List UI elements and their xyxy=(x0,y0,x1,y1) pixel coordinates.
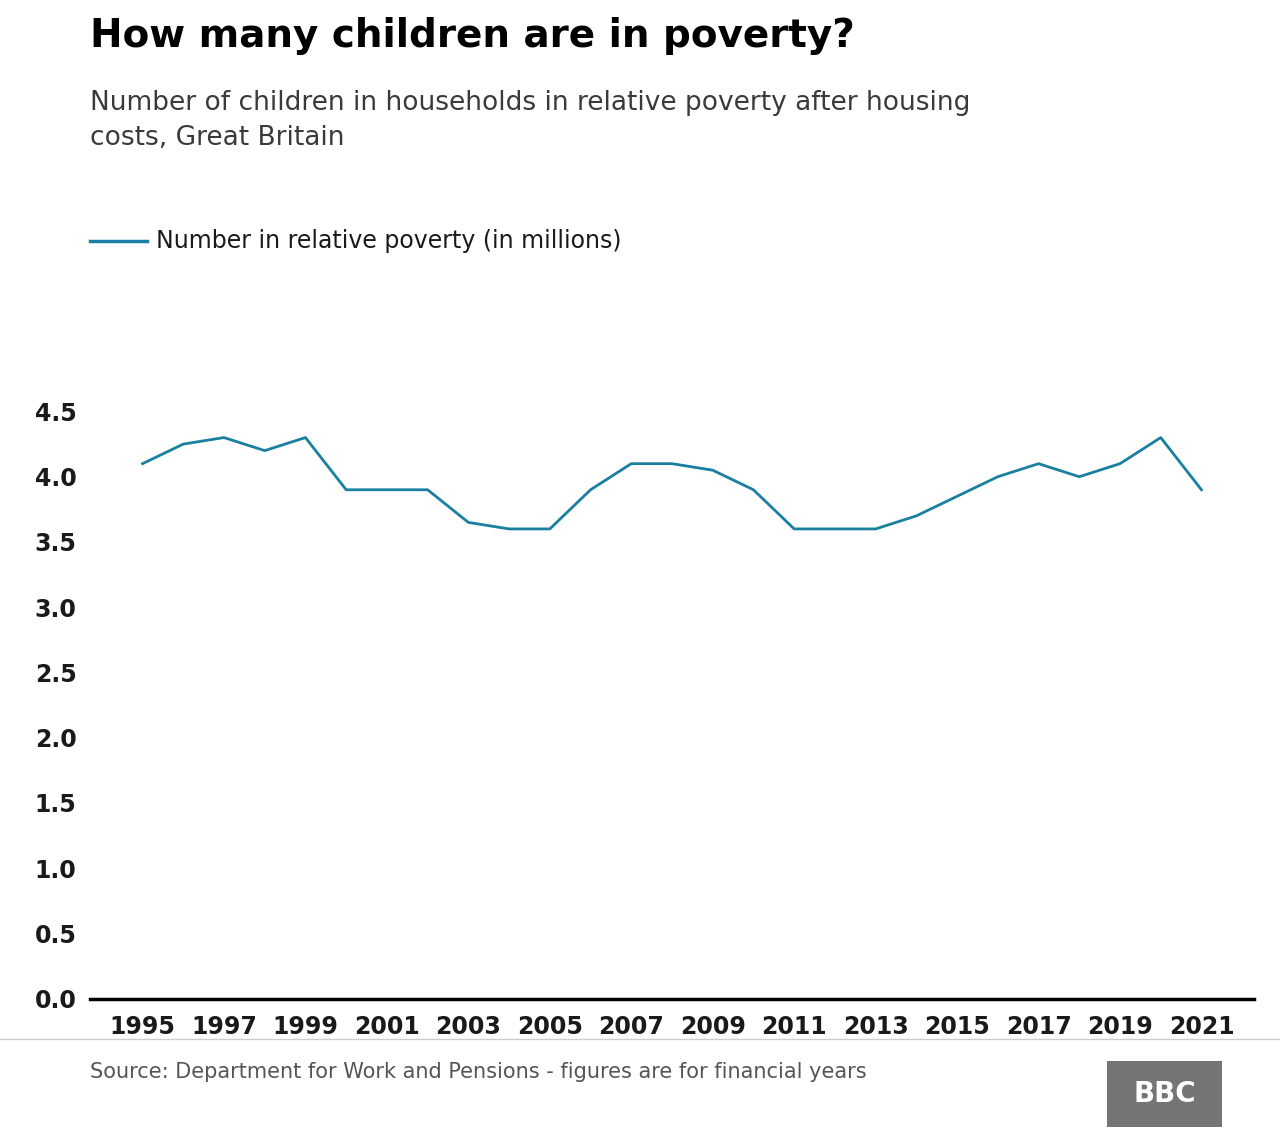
Text: Source: Department for Work and Pensions - figures are for financial years: Source: Department for Work and Pensions… xyxy=(90,1062,867,1081)
Text: BBC: BBC xyxy=(1134,1080,1196,1108)
Text: How many children are in poverty?: How many children are in poverty? xyxy=(90,17,854,55)
Text: Number in relative poverty (in millions): Number in relative poverty (in millions) xyxy=(156,230,622,253)
Text: Number of children in households in relative poverty after housing
costs, Great : Number of children in households in rela… xyxy=(90,90,970,150)
